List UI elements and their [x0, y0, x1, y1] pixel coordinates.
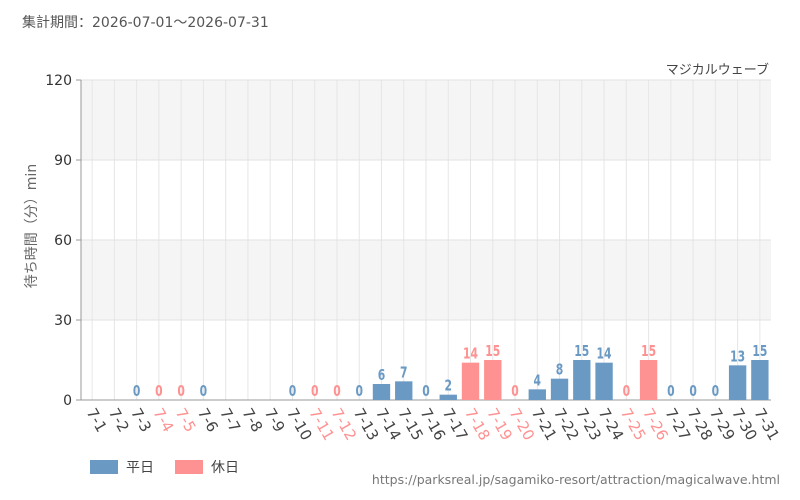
bar: [372, 384, 391, 400]
y-axis-label: 待ち時間（分）min: [24, 164, 40, 288]
x-tick-label: 7-7: [216, 405, 244, 435]
bar: [595, 362, 613, 400]
bar-value-label: 0: [200, 383, 208, 400]
bar: [461, 362, 480, 400]
grid-lines: [76, 79, 771, 401]
x-tick-label: 7-4: [149, 405, 177, 435]
bar-value-label: 0: [289, 383, 297, 400]
bar-value-label: 14: [597, 346, 612, 363]
chart-title: マジカルウェーブ: [666, 62, 769, 78]
legend-weekday: 平日: [90, 457, 154, 477]
x-tick-label: 7-3: [127, 405, 155, 435]
bar: [439, 394, 457, 400]
bar-value-label: 4: [534, 373, 542, 390]
bar: [395, 381, 413, 400]
x-tick-label: 7-2: [105, 405, 133, 435]
legend-weekday-label: 平日: [126, 460, 154, 476]
y-tick-label: 0: [63, 393, 72, 409]
bar-value-label: 0: [311, 383, 319, 400]
bar-value-label: 6: [378, 367, 386, 384]
bar-value-label: 13: [730, 349, 745, 366]
bar-value-label: 0: [355, 383, 363, 400]
bar: [550, 378, 569, 400]
x-tick-label: 7-6: [194, 405, 222, 435]
bar-value-label: 0: [712, 383, 720, 400]
bar: [751, 360, 769, 400]
legend-holiday-swatch: [175, 460, 203, 474]
bar-value-label: 7: [400, 365, 408, 382]
bar-value-label: 15: [485, 343, 500, 360]
bar-value-label: 0: [689, 383, 697, 400]
bar: [573, 360, 591, 400]
source-url: https://parksreal.jp/sagamiko-resort/att…: [371, 472, 780, 487]
y-tick-label: 120: [45, 73, 72, 89]
bar-value-label: 14: [463, 346, 478, 363]
bar-value-label: 0: [667, 383, 675, 400]
bar-value-label: 0: [155, 383, 163, 400]
legend-holiday-label: 休日: [211, 460, 239, 476]
y-tick-label: 60: [54, 233, 72, 249]
bar-value-label: 0: [623, 383, 631, 400]
bar-value-label: 0: [333, 383, 341, 400]
bar-value-label: 2: [445, 378, 453, 395]
y-tick-label: 30: [54, 313, 72, 329]
legend-weekday-swatch: [90, 460, 118, 474]
period-label: 集計期間：2026-07-01～2026-07-31: [22, 15, 269, 31]
x-tick-label: 7-1: [83, 405, 111, 435]
bar-value-label: 15: [574, 343, 589, 360]
bar: [528, 389, 546, 400]
bar-value-label: 0: [511, 383, 519, 400]
bar-value-label: 0: [177, 383, 185, 400]
bar-value-label: 0: [133, 383, 141, 400]
bar-value-label: 8: [556, 362, 564, 379]
bar-value-label: 15: [641, 343, 656, 360]
x-tick-label: 7-5: [172, 405, 200, 435]
bar: [639, 360, 658, 400]
x-tick-label: 7-8: [238, 405, 266, 435]
legend-holiday: 休日: [175, 457, 239, 477]
x-tick-label: 7-9: [261, 405, 289, 435]
bar: [484, 360, 502, 400]
y-tick-label: 90: [54, 153, 72, 169]
bar-value-label: 15: [752, 343, 767, 360]
bar-value-label: 0: [422, 383, 430, 400]
bar: [728, 365, 747, 400]
